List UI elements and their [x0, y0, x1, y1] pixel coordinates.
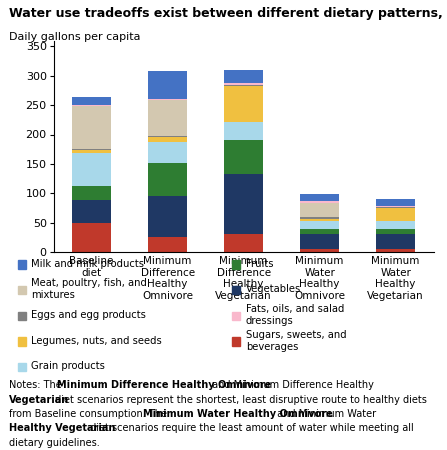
Bar	[376, 199, 415, 206]
Text: Legumes, nuts, and seeds: Legumes, nuts, and seeds	[31, 336, 162, 346]
Bar	[148, 100, 187, 136]
Bar	[300, 194, 339, 202]
Text: Eggs and egg products: Eggs and egg products	[31, 310, 146, 320]
Bar	[72, 185, 111, 200]
Bar	[376, 229, 415, 234]
Text: Vegetables: Vegetables	[246, 284, 301, 294]
Bar	[148, 163, 187, 196]
Bar	[72, 97, 111, 105]
Bar	[148, 71, 187, 99]
Text: Fats, oils, and salad
dressings: Fats, oils, and salad dressings	[246, 304, 344, 326]
Bar	[72, 153, 111, 185]
Bar	[300, 229, 339, 234]
Text: Sugars, sweets, and
beverages: Sugars, sweets, and beverages	[246, 330, 346, 351]
Bar	[72, 148, 111, 150]
Bar	[376, 206, 415, 207]
Bar	[72, 106, 111, 148]
Bar	[72, 150, 111, 153]
Text: Minimum Difference Healthy Omnivore: Minimum Difference Healthy Omnivore	[57, 380, 271, 390]
Bar	[148, 237, 187, 252]
Bar	[376, 221, 415, 229]
Bar	[300, 249, 339, 252]
Bar	[376, 234, 415, 249]
Bar	[224, 234, 263, 252]
Text: Milk and milk products: Milk and milk products	[31, 259, 144, 269]
Bar	[376, 207, 415, 208]
Bar	[148, 99, 187, 100]
Bar	[148, 136, 187, 137]
Bar	[224, 122, 263, 140]
Bar	[224, 85, 263, 86]
Text: and Minimum Difference Healthy: and Minimum Difference Healthy	[209, 380, 373, 390]
Bar	[300, 202, 339, 217]
Bar	[224, 174, 263, 234]
Bar	[300, 221, 339, 229]
Text: diet scenarios represent the shortest, least disruptive route to healthy diets: diet scenarios represent the shortest, l…	[52, 395, 427, 405]
Text: Notes: The: Notes: The	[9, 380, 65, 390]
Bar	[148, 137, 187, 142]
Text: Minimum Water Healthy Omnivore: Minimum Water Healthy Omnivore	[143, 409, 333, 419]
Text: Fruits: Fruits	[246, 259, 274, 269]
Text: and Minimum Water: and Minimum Water	[274, 409, 376, 419]
Bar	[300, 219, 339, 221]
Bar	[72, 200, 111, 223]
Bar	[148, 196, 187, 237]
Text: dietary guidelines.: dietary guidelines.	[9, 438, 100, 448]
Bar	[224, 140, 263, 174]
Bar	[376, 249, 415, 252]
Bar	[224, 83, 263, 85]
Text: from Baseline consumption. The: from Baseline consumption. The	[9, 409, 170, 419]
Text: Water use tradeoffs exist between different dietary patterns, 2007: Water use tradeoffs exist between differ…	[9, 7, 447, 20]
Bar	[300, 234, 339, 249]
Bar	[224, 86, 263, 122]
Text: Healthy Vegetarian: Healthy Vegetarian	[9, 423, 115, 433]
Bar	[300, 217, 339, 219]
Bar	[72, 105, 111, 106]
Bar	[224, 71, 263, 83]
Text: Grain products: Grain products	[31, 361, 105, 371]
Bar	[148, 142, 187, 163]
Text: Meat, poultry, fish, and
mixtures: Meat, poultry, fish, and mixtures	[31, 279, 147, 300]
Bar	[376, 208, 415, 221]
Text: Daily gallons per capita: Daily gallons per capita	[9, 32, 140, 42]
Text: Vegetarian: Vegetarian	[9, 395, 69, 405]
Bar	[72, 223, 111, 252]
Text: diet scenarios require the least amount of water while meeting all: diet scenarios require the least amount …	[87, 423, 414, 433]
